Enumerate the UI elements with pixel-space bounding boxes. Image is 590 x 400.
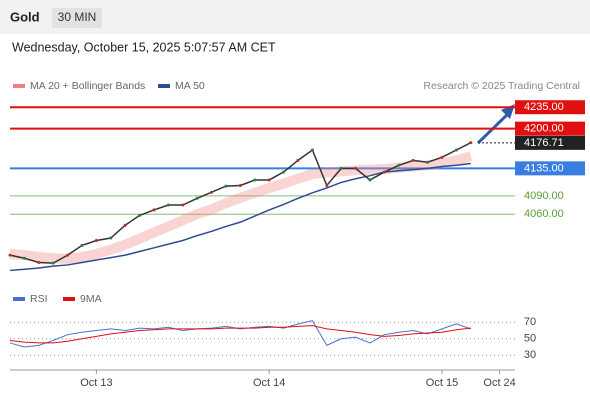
subtitle: Wednesday, October 15, 2025 5:07:57 AM C… (12, 40, 276, 54)
price-point (397, 163, 401, 167)
x-tick-label: Oct 13 (80, 377, 112, 389)
price-point (181, 203, 185, 207)
price-point (66, 253, 70, 257)
price-point (195, 196, 199, 200)
level-label-box (515, 135, 585, 150)
price-point (454, 148, 458, 152)
level-label: 4176.71 (524, 137, 564, 149)
legend-label: MA 20 + Bollinger Bands (30, 80, 145, 92)
level-label: 4200.00 (524, 123, 564, 135)
price-point (166, 203, 170, 207)
price-point (411, 158, 415, 162)
y-tick-label: 70 (524, 316, 536, 328)
x-tick-label: Oct 14 (253, 377, 285, 389)
x-tick-label: Oct 24 (483, 377, 515, 389)
level-label-box (515, 121, 585, 136)
legend-label: MA 50 (175, 80, 205, 92)
price-point (210, 190, 214, 194)
level-label: 4060.00 (524, 208, 564, 220)
price-point (310, 148, 314, 152)
ma-line (9, 151, 473, 264)
price-point (426, 160, 430, 164)
price-point (94, 238, 98, 242)
level-label-box (515, 161, 585, 176)
legend-swatch (158, 84, 170, 88)
price-point (339, 166, 343, 170)
price-point (354, 166, 358, 170)
price-point (8, 253, 12, 257)
rsi-line (9, 325, 471, 344)
legend-swatch (13, 84, 25, 88)
price-point (469, 141, 473, 145)
price-point (368, 178, 372, 182)
level-label: 4135.00 (524, 162, 564, 174)
rsi-line (9, 320, 471, 348)
ma-line (9, 162, 471, 272)
source: Research © 2025 Trading Central (423, 80, 580, 92)
price-point (382, 170, 386, 174)
level-label: 4235.00 (524, 101, 564, 113)
price-point (37, 260, 41, 264)
chart-title: Gold (10, 9, 40, 24)
price-point (296, 158, 300, 162)
price-point (282, 170, 286, 174)
x-tick-label: Oct 15 (426, 377, 458, 389)
price-point (51, 261, 55, 265)
price-point (109, 236, 113, 240)
price-point (238, 183, 242, 187)
level-label-box (515, 100, 585, 115)
interval: 30 MIN (58, 10, 97, 24)
price-point (325, 183, 329, 187)
y-tick-label: 30 (524, 349, 536, 361)
y-tick-label: 50 (524, 333, 536, 345)
price-point (253, 178, 257, 182)
price-point (22, 256, 26, 260)
legend-swatch (13, 297, 25, 301)
price-point (267, 178, 271, 182)
price-point (440, 155, 444, 159)
price-point (80, 243, 84, 247)
price-point (152, 208, 156, 212)
price-point (224, 184, 228, 188)
legend-label: 9MA (80, 293, 102, 305)
forecast-arrow (476, 110, 512, 145)
price-point (123, 223, 127, 227)
level-label: 4090.00 (524, 190, 564, 202)
legend-label: RSI (30, 293, 48, 305)
interval-badge (52, 8, 102, 28)
legend-swatch (63, 297, 75, 301)
price-point (138, 213, 142, 217)
